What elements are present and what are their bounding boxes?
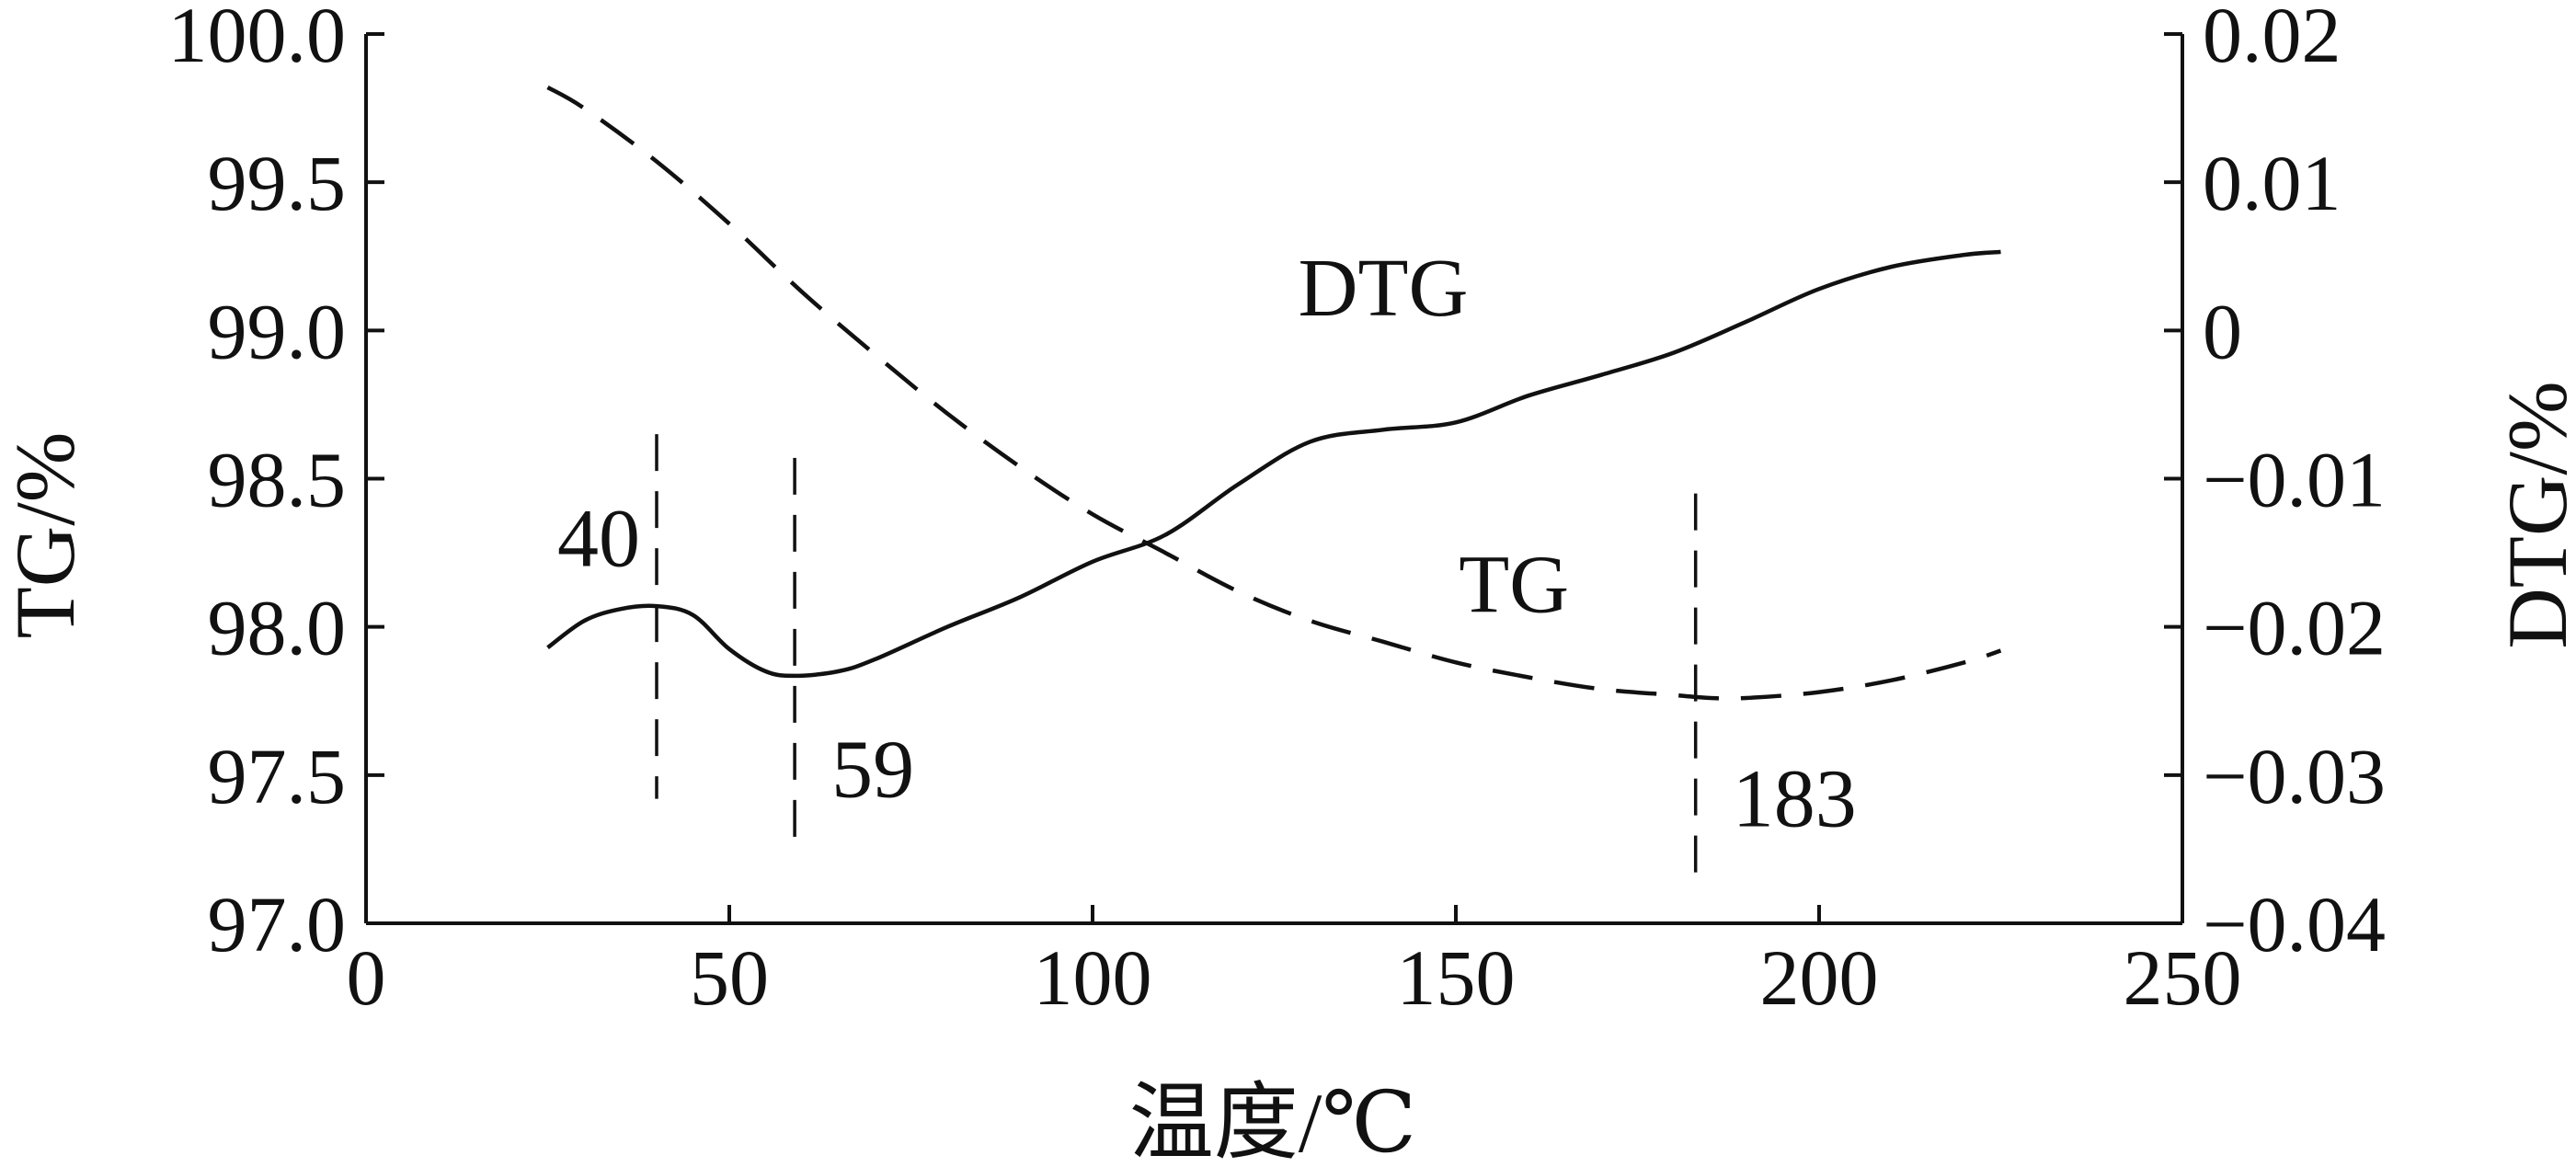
plot-curves: DTG TG [546,86,2002,701]
y-right-tick-label: −0.03 [2203,732,2386,820]
y-left-tick-label: 99.0 [208,287,347,375]
y-right-tick-label: 0.02 [2203,0,2341,79]
y-left-tick-label: 100.0 [168,0,347,79]
y-right-tick-label: 0 [2203,287,2242,375]
y-left-tick-label: 97.5 [208,732,347,820]
x-tick-label: 150 [1397,933,1516,1022]
annotations: 40 59 183 [557,434,1857,888]
y-right-tick-label: −0.01 [2203,436,2386,524]
y-axis-left-title: TG/% [0,432,92,639]
y-right-tick-label: −0.02 [2203,584,2386,672]
dtg-curve-label: DTG [1299,243,1469,334]
tg-curve [546,86,2002,701]
x-tick-label: 50 [690,933,769,1022]
dtg-curve [546,249,2001,679]
x-tick-label: 100 [1034,933,1152,1022]
x-axis-title: 温度/℃ [1129,1076,1416,1167]
y-left-tick-label: 98.0 [208,584,347,672]
x-tick-label: 0 [347,933,386,1022]
x-tick-label: 250 [2124,933,2242,1022]
x-tick-label: 200 [1760,933,1879,1022]
y-left-tick-label: 99.5 [208,139,347,227]
y-left-tick-label: 97.0 [208,880,347,968]
tg-curve-label: TG [1459,540,1569,631]
annotation-label-183: 183 [1733,754,1857,845]
y-right-tick-label: −0.04 [2203,880,2386,968]
annotation-label-59: 59 [831,724,914,815]
x-axis: 0 50 100 150 200 250 [347,905,2242,1022]
y-axis-left: 97.0 97.5 98.0 98.5 99.0 99.5 100.0 [168,0,384,968]
y-right-tick-label: 0.01 [2203,139,2341,227]
annotation-label-40: 40 [557,494,640,585]
y-axis-right-title: DTG/% [2490,381,2576,648]
y-left-tick-label: 98.5 [208,436,347,524]
y-axis-right: −0.04 −0.03 −0.02 −0.01 0 0.01 0.02 [2164,0,2386,968]
plot-frame [364,34,2184,925]
